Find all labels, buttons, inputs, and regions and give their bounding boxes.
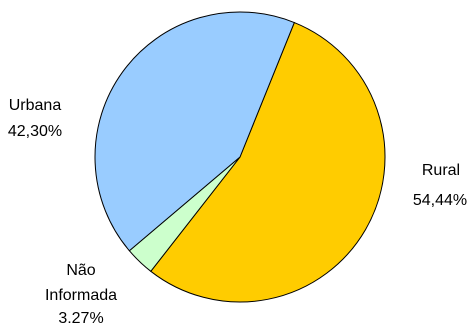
- label-rural-value: 54,44%: [413, 192, 467, 209]
- pie-slices: [94, 11, 386, 303]
- label-nao-informada-line1: Não: [66, 262, 95, 279]
- label-nao-informada-value: 3,27%: [58, 310, 103, 323]
- label-urbana-name: Urbana: [9, 97, 62, 114]
- pie-labels: Rural 54,44% Urbana 42,30% Não Informada…: [8, 97, 467, 323]
- label-urbana-value: 42,30%: [8, 123, 62, 140]
- label-rural-name: Rural: [422, 162, 460, 179]
- label-nao-informada-line2: Informada: [45, 287, 117, 304]
- pie-slice-rural: [150, 21, 386, 303]
- pie-slice-urbana: [94, 11, 295, 252]
